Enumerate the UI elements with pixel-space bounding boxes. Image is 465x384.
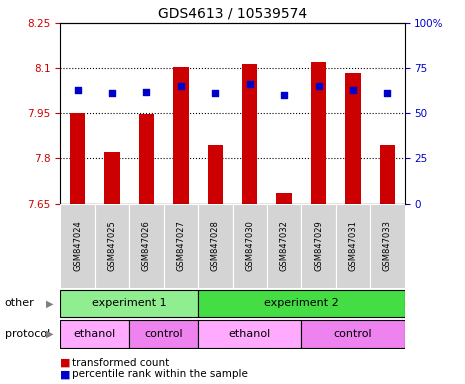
Bar [129, 320, 198, 348]
Point [246, 81, 253, 88]
Bar [198, 290, 405, 317]
Bar [336, 204, 370, 288]
Bar [164, 204, 198, 288]
Text: protocol: protocol [5, 329, 50, 339]
Text: experiment 2: experiment 2 [264, 298, 339, 308]
Bar [242, 64, 258, 204]
Bar [173, 67, 189, 204]
Bar [311, 62, 326, 204]
Text: ▶: ▶ [46, 298, 53, 308]
Bar [198, 204, 232, 288]
Bar [301, 204, 336, 288]
Point [143, 89, 150, 95]
Point [315, 83, 322, 89]
Text: GSM847033: GSM847033 [383, 220, 392, 271]
Text: transformed count: transformed count [72, 358, 169, 368]
Bar [301, 320, 405, 348]
Text: GSM847031: GSM847031 [348, 220, 358, 271]
Bar [129, 204, 164, 288]
Text: GSM847028: GSM847028 [211, 220, 220, 271]
Text: control: control [333, 329, 372, 339]
Bar [139, 114, 154, 204]
Bar [198, 320, 301, 348]
Text: experiment 1: experiment 1 [92, 298, 166, 308]
Text: other: other [5, 298, 34, 308]
Bar [60, 204, 95, 288]
Text: GSM847027: GSM847027 [176, 220, 186, 271]
Bar [60, 290, 198, 317]
Text: GSM847032: GSM847032 [279, 220, 289, 271]
Text: ▶: ▶ [46, 329, 53, 339]
Bar [345, 73, 361, 204]
Point [280, 92, 288, 98]
Bar [104, 152, 120, 204]
Bar [276, 193, 292, 204]
Bar [232, 204, 267, 288]
Bar [370, 204, 405, 288]
Point [74, 87, 81, 93]
Bar [70, 113, 86, 204]
Text: GSM847026: GSM847026 [142, 220, 151, 271]
Text: GSM847025: GSM847025 [107, 220, 117, 271]
Bar [60, 320, 129, 348]
Point [108, 90, 116, 96]
Text: ethanol: ethanol [229, 329, 271, 339]
Point [384, 90, 391, 96]
Bar [95, 204, 129, 288]
Title: GDS4613 / 10539574: GDS4613 / 10539574 [158, 7, 307, 20]
Text: control: control [144, 329, 183, 339]
Point [349, 87, 357, 93]
Bar [379, 145, 395, 204]
Bar [207, 145, 223, 204]
Text: ethanol: ethanol [74, 329, 116, 339]
Text: GSM847024: GSM847024 [73, 220, 82, 271]
Bar [267, 204, 301, 288]
Text: ■: ■ [60, 369, 71, 379]
Point [212, 90, 219, 96]
Text: ■: ■ [60, 358, 71, 368]
Text: GSM847030: GSM847030 [245, 220, 254, 271]
Text: percentile rank within the sample: percentile rank within the sample [72, 369, 248, 379]
Point [177, 83, 185, 89]
Text: GSM847029: GSM847029 [314, 220, 323, 271]
